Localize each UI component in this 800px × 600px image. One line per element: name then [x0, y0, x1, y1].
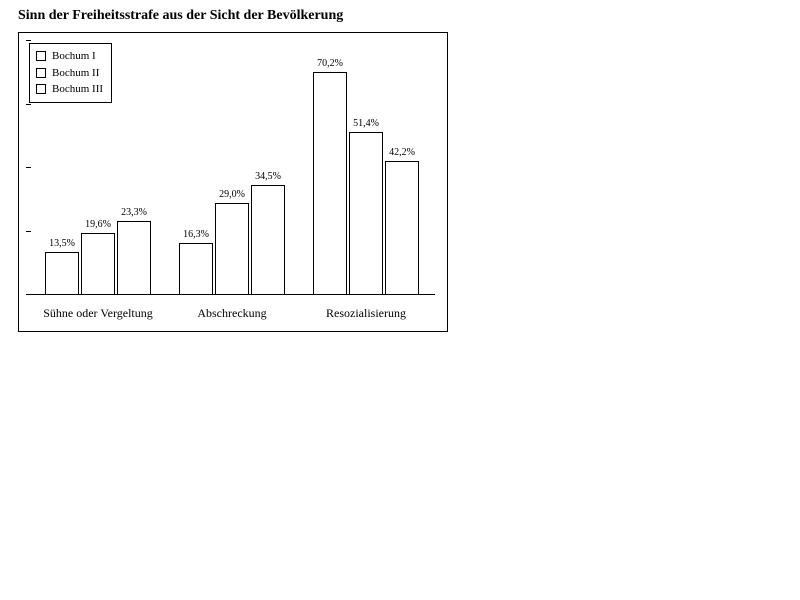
legend-swatch-icon: [36, 84, 46, 94]
legend-item: Bochum III: [36, 81, 103, 98]
legend-swatch-icon: [36, 68, 46, 78]
category-label: Resozialisierung: [326, 306, 406, 321]
category-label: Abschreckung: [197, 306, 266, 321]
chart-title: Sinn der Freiheitsstrafe aus der Sicht d…: [0, 0, 800, 28]
bar-group: 16,3%29,0%34,5%: [179, 43, 289, 295]
legend-item: Bochum II: [36, 65, 103, 82]
legend-label: Bochum I: [52, 48, 96, 65]
bar-value-label: 51,4%: [336, 118, 396, 129]
legend-label: Bochum II: [52, 65, 99, 82]
y-tick: [26, 104, 31, 105]
chart-frame: 13,5%19,6%23,3%16,3%29,0%34,5%70,2%51,4%…: [18, 32, 448, 332]
bar: [251, 185, 285, 295]
bar: [81, 233, 115, 295]
bar-group: 70,2%51,4%42,2%: [313, 43, 423, 295]
y-tick: [26, 167, 31, 168]
legend-swatch-icon: [36, 51, 46, 61]
bar: [117, 221, 151, 295]
bar-value-label: 34,5%: [238, 171, 298, 182]
bar: [179, 243, 213, 295]
y-tick: [26, 231, 31, 232]
legend: Bochum I Bochum II Bochum III: [29, 43, 112, 103]
bar: [385, 161, 419, 295]
y-tick: [26, 40, 31, 41]
legend-label: Bochum III: [52, 81, 103, 98]
bar: [45, 252, 79, 295]
bar-value-label: 23,3%: [104, 207, 164, 218]
legend-item: Bochum I: [36, 48, 103, 65]
bar-value-label: 70,2%: [300, 58, 360, 69]
category-label: Sühne oder Vergeltung: [43, 306, 153, 321]
bar-value-label: 42,2%: [372, 147, 432, 158]
bar: [313, 72, 347, 295]
bar: [215, 203, 249, 295]
y-tick: [26, 294, 31, 295]
